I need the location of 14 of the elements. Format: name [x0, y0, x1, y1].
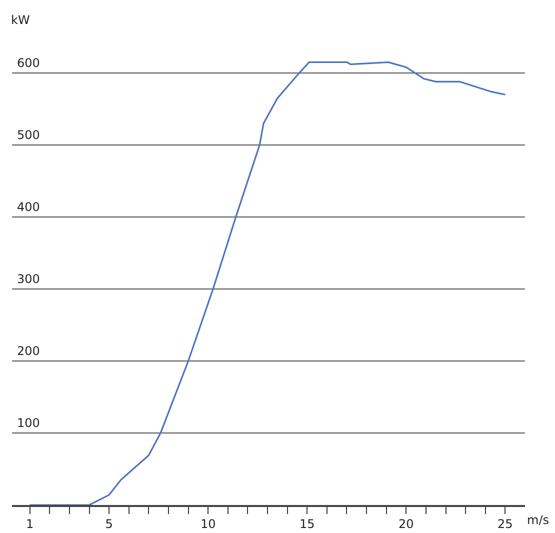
x-tick-label: 5: [105, 517, 113, 532]
x-tick-label: 10: [200, 517, 216, 532]
y-tick-label: 200: [17, 344, 40, 358]
y-axis-title: kW: [11, 13, 30, 27]
y-tick-label: 300: [17, 272, 40, 286]
y-tick-label: 600: [17, 56, 40, 70]
x-tick-label: 20: [398, 517, 414, 532]
x-tick-label: 25: [498, 517, 513, 532]
y-tick-label: 100: [17, 416, 40, 430]
y-tick-label: 400: [17, 200, 40, 214]
y-tick-label: 500: [17, 128, 40, 142]
x-tick-label: 15: [299, 517, 315, 532]
x-axis-title: m/s: [527, 513, 549, 527]
x-tick-label: 1: [26, 517, 34, 532]
